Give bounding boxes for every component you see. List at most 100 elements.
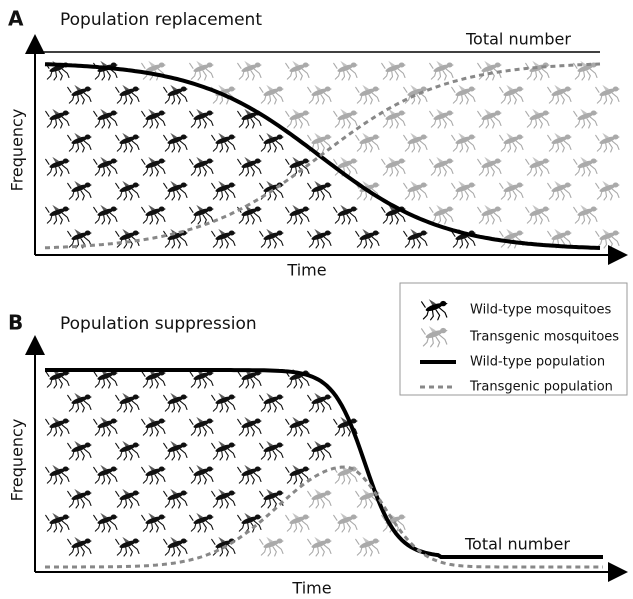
- mosquito-icon: [190, 157, 213, 176]
- mosquito-icon: [46, 109, 69, 128]
- mosquito-icon: [574, 205, 597, 224]
- mosquito-icon: [238, 61, 261, 80]
- mosquito-icon: [286, 205, 309, 224]
- mosquito-icon: [212, 229, 235, 248]
- mosquito-icon: [260, 229, 283, 248]
- mosquito-icon: [142, 417, 165, 436]
- mosquito-icon: [260, 537, 283, 556]
- mosquito-icon: [142, 157, 165, 176]
- mosquito-icon: [68, 181, 91, 200]
- mosquito-icon: [164, 181, 187, 200]
- x-axis-label: Time: [286, 261, 326, 280]
- mosquito-icon: [334, 109, 357, 128]
- mosquito-icon: [46, 157, 69, 176]
- mosquito-icon: [334, 205, 357, 224]
- mosquito-icon: [356, 537, 379, 556]
- mosquito-icon: [574, 109, 597, 128]
- mosquito-icon: [190, 513, 213, 532]
- mosquito-icon: [478, 109, 501, 128]
- mosquito-icon: [286, 109, 309, 128]
- mosquito-icon: [308, 85, 331, 104]
- mosquito-icon: [238, 513, 261, 532]
- legend: Wild-type mosquitoes Transgenic mosquito…: [400, 283, 627, 395]
- mosquito-icon: [548, 85, 571, 104]
- mosquito-icon: [308, 537, 331, 556]
- mosquito-icon: [574, 61, 597, 80]
- mosquito-icon: [142, 513, 165, 532]
- mosquito-icon: [190, 61, 213, 80]
- mosquito-icon: [574, 157, 597, 176]
- total-label: Total number: [464, 535, 570, 554]
- mosquito-icon: [94, 513, 117, 532]
- mosquito-icon: [334, 513, 357, 532]
- mosquito-icon: [68, 441, 91, 460]
- mosquito-icon: [478, 61, 501, 80]
- mosquito-icon: [142, 205, 165, 224]
- mosquito-icon: [596, 229, 619, 248]
- mosquito-icon: [430, 61, 453, 80]
- mosquito-icon: [404, 181, 427, 200]
- mosquito-icon: [46, 417, 69, 436]
- mosquito-icon: [500, 229, 523, 248]
- mosquito-icon: [94, 417, 117, 436]
- mosquito-icon: [308, 393, 331, 412]
- mosquito-icon: [46, 513, 69, 532]
- mosquito-icon: [142, 465, 165, 484]
- mosquito-icon: [596, 85, 619, 104]
- mosquito-icon: [286, 417, 309, 436]
- mosquito-icon: [116, 181, 139, 200]
- mosquito-icon: [116, 393, 139, 412]
- panel-title: Population replacement: [60, 10, 262, 30]
- mosquito-icon: [430, 109, 453, 128]
- mosquito-icon: [238, 157, 261, 176]
- mosquito-icon: [212, 181, 235, 200]
- mosquito-icon: [164, 85, 187, 104]
- mosquito-icon: [68, 133, 91, 152]
- y-axis-label: Frequency: [8, 419, 27, 502]
- mosquito-icon: [286, 513, 309, 532]
- mosquito-icon: [500, 181, 523, 200]
- mosquito-icon: [308, 229, 331, 248]
- mosquito-icon: [190, 417, 213, 436]
- mosquito-icon: [356, 85, 379, 104]
- mosquito-icon: [526, 205, 549, 224]
- mosquito-icon: [452, 181, 475, 200]
- mosquito-icon: [404, 85, 427, 104]
- mosquito-icon: [548, 133, 571, 152]
- mosquito-icon: [164, 537, 187, 556]
- mosquito-icon: [116, 85, 139, 104]
- mosquito-icon: [238, 417, 261, 436]
- x-axis-label: Time: [291, 579, 331, 598]
- mosquito-icon: [430, 205, 453, 224]
- mosquito-icon: [260, 441, 283, 460]
- mosquito-icon: [382, 61, 405, 80]
- figure: A Population replacement Total number Fr…: [0, 0, 633, 599]
- mosquito-icon: [334, 465, 357, 484]
- mosquito-icon: [68, 393, 91, 412]
- mosquito-icon: [382, 157, 405, 176]
- mosquito-icon: [212, 133, 235, 152]
- mosquito-icon: [452, 85, 475, 104]
- mosquito-icon: [430, 157, 453, 176]
- mosquito-icon: [356, 133, 379, 152]
- mosquito-icon: [260, 85, 283, 104]
- mosquito-icon: [500, 85, 523, 104]
- mosquito-icon: [404, 229, 427, 248]
- mosquito-icon: [190, 465, 213, 484]
- mosquito-icon: [68, 537, 91, 556]
- mosquito-icon: [308, 441, 331, 460]
- legend-label: Transgenic mosquitoes: [469, 330, 619, 345]
- mosquito-icon: [334, 61, 357, 80]
- mosquito-icon: [116, 229, 139, 248]
- mosquito-icon: [190, 109, 213, 128]
- mosquito-icon: [404, 133, 427, 152]
- mosquito-icon: [94, 205, 117, 224]
- panel-label: A: [8, 7, 24, 31]
- legend-label: Wild-type mosquitoes: [470, 303, 611, 318]
- mosquito-icon: [382, 109, 405, 128]
- mosquito-field: [46, 61, 619, 248]
- mosquito-icon: [94, 157, 117, 176]
- mosquito-icon: [190, 205, 213, 224]
- mosquito-icon: [286, 157, 309, 176]
- mosquito-icon: [46, 205, 69, 224]
